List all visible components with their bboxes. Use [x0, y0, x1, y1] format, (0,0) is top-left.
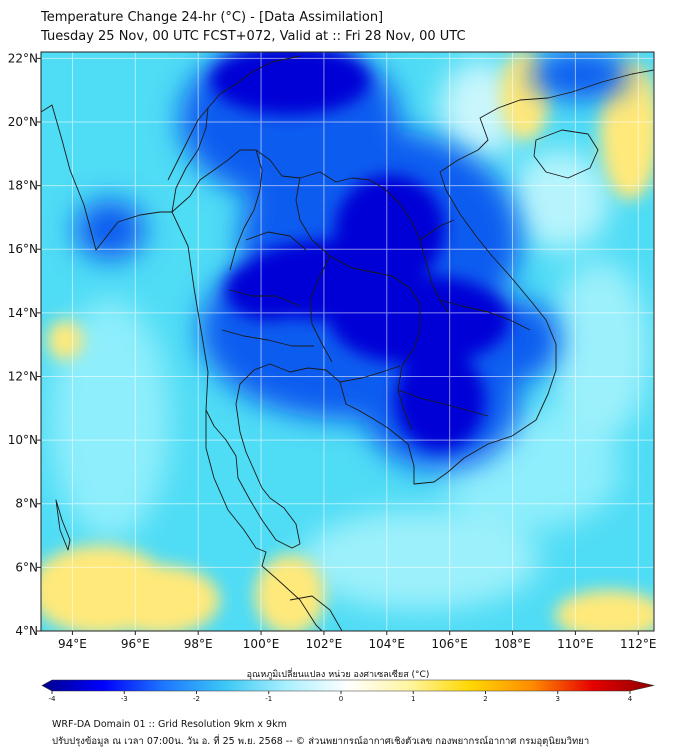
colorbar-tick-label: 2 [483, 695, 487, 703]
colorbar-tick-label: -4 [49, 695, 57, 703]
coastlines-and-borders [41, 55, 654, 631]
lat-tick-label: 6°N [15, 560, 38, 574]
colorbar: -4 -3 -2 -1 0 1 2 3 4 [41, 679, 655, 703]
colorbar-label: อุณหภูมิเปลี่ยนแปลง หน่วย องศาเซลเซียส (… [246, 670, 430, 680]
lat-tick-label: 22°N [8, 51, 38, 65]
colorbar-gradient [41, 679, 655, 692]
lon-tick-label: 96°E [121, 637, 150, 651]
lon-tick-label: 98°E [184, 637, 213, 651]
lon-tick-label: 102°E [306, 637, 343, 651]
longitude-tick-labels: 94°E 96°E 98°E 100°E 102°E 104°E 106°E 108°E 110… [58, 631, 657, 651]
colorbar-ticks: -4 -3 -2 -1 0 1 2 3 4 [49, 691, 633, 703]
lon-tick-label: 104°E [369, 637, 406, 651]
lon-tick-label: 100°E [243, 637, 280, 651]
lat-tick-label: 20°N [8, 115, 38, 129]
lat-tick-label: 4°N [15, 624, 38, 638]
colorbar-tick-label: -1 [265, 695, 272, 703]
colorbar-tick-label: 4 [628, 695, 633, 703]
colorbar-tick-label: -3 [121, 695, 128, 703]
colorbar-tick-label: -2 [193, 695, 200, 703]
map-frame [40, 51, 655, 632]
lat-tick-label: 12°N [8, 369, 38, 383]
footer-model-info: WRF-DA Domain 01 :: Grid Resolution 9km … [52, 719, 287, 730]
colorbar-tick-label: 1 [411, 695, 415, 703]
lat-tick-label: 16°N [8, 242, 38, 256]
lat-tick-label: 8°N [15, 497, 38, 511]
colorbar-tick-label: 3 [556, 695, 560, 703]
lat-tick-label: 10°N [8, 433, 38, 447]
lat-tick-label: 14°N [8, 306, 38, 320]
latitude-tick-labels: 4°N 6°N 8°N 10°N 12°N 14°N 16°N 18°N 20°N 22°N [8, 51, 41, 638]
map-title: Temperature Change 24-hr (°C) - [Data As… [41, 10, 384, 25]
lon-tick-label: 110°E [557, 637, 594, 651]
map-subtitle: Tuesday 25 Nov, 00 UTC FCST+072, Valid a… [41, 29, 466, 44]
map-plot-area [41, 52, 654, 631]
lon-tick-label: 106°E [431, 637, 468, 651]
colorbar-tick-label: 0 [339, 695, 343, 703]
lat-tick-label: 18°N [8, 179, 38, 193]
lon-tick-label: 94°E [58, 637, 87, 651]
graticule [41, 52, 654, 631]
footer-credit: ปรับปรุงข้อมูล ณ เวลา 07:00น. วัน อ. ที่… [52, 736, 590, 747]
lon-tick-label: 108°E [494, 637, 531, 651]
lon-tick-label: 112°E [620, 637, 657, 651]
